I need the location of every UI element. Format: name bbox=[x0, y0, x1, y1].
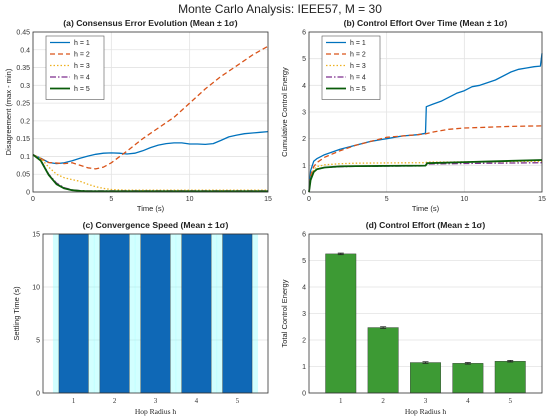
y-tick-label: 2 bbox=[302, 136, 306, 143]
bar-5 bbox=[494, 361, 526, 394]
y-tick-label: 1 bbox=[302, 163, 306, 170]
y-tick-label: 3 bbox=[302, 110, 306, 117]
y-tick-label: 3 bbox=[302, 311, 306, 318]
legend-label: h = 1 bbox=[350, 40, 366, 47]
x-axis-label: Hop Radius h bbox=[135, 407, 177, 416]
bar-1 bbox=[325, 253, 357, 394]
legend-label: h = 5 bbox=[74, 86, 90, 93]
chart-title: (c) Convergence Speed (Mean ± 1σ) bbox=[83, 220, 229, 230]
x-tick-label: 4 bbox=[466, 397, 470, 405]
y-tick-label: 5 bbox=[36, 338, 40, 345]
series-line-2 bbox=[308, 125, 543, 193]
y-tick-label: 0 bbox=[36, 391, 40, 398]
chart-panel-2: (b) Control Effort Over Time (Mean ± 1σ)… bbox=[280, 18, 546, 213]
x-tick-label: 1 bbox=[339, 397, 343, 405]
y-tick-label: 2 bbox=[302, 338, 306, 345]
y-tick-label: 0 bbox=[302, 391, 306, 398]
bar-2 bbox=[367, 327, 399, 394]
series-line-5 bbox=[32, 153, 268, 193]
y-axis-label: Disagreement (max - min) bbox=[4, 68, 13, 155]
y-tick-label: 0 bbox=[302, 190, 306, 197]
series-line-5 bbox=[308, 159, 543, 193]
y-tick-label: 15 bbox=[32, 232, 40, 239]
y-tick-label: 10 bbox=[32, 285, 40, 292]
x-tick-label: 15 bbox=[264, 196, 272, 203]
series-line-3 bbox=[308, 160, 543, 193]
series-line-1 bbox=[308, 53, 543, 193]
bar-3 bbox=[140, 233, 171, 394]
legend-label: h = 1 bbox=[74, 40, 90, 47]
bar-3 bbox=[410, 362, 441, 394]
bar-4 bbox=[181, 233, 212, 394]
y-tick-label: 1 bbox=[302, 364, 306, 371]
x-tick-label: 5 bbox=[109, 196, 113, 203]
y-tick-label: 0.05 bbox=[16, 172, 30, 179]
x-tick-label: 0 bbox=[31, 196, 35, 203]
legend-label: h = 4 bbox=[350, 75, 366, 82]
chart-panel-3: (c) Convergence Speed (Mean ± 1σ)051015S… bbox=[12, 220, 269, 416]
legend-label: h = 3 bbox=[350, 63, 366, 70]
legend-label: h = 3 bbox=[74, 63, 90, 70]
x-tick-label: 5 bbox=[508, 397, 512, 405]
bar-4 bbox=[452, 363, 484, 394]
y-tick-label: 0.3 bbox=[20, 83, 30, 90]
x-tick-label: 5 bbox=[236, 397, 240, 405]
chart-panel-1: (a) Consensus Error Evolution (Mean ± 1σ… bbox=[4, 18, 272, 213]
x-axis-label: Time (s) bbox=[412, 204, 440, 213]
legend-label: h = 2 bbox=[74, 52, 90, 59]
chart-title: (a) Consensus Error Evolution (Mean ± 1σ… bbox=[63, 18, 238, 28]
x-tick-label: 5 bbox=[385, 196, 389, 203]
y-tick-label: 0.15 bbox=[16, 136, 30, 143]
y-axis-label: Settling Time (s) bbox=[12, 286, 21, 341]
y-tick-label: 4 bbox=[302, 83, 306, 90]
figure-title: Monte Carlo Analysis: IEEE57, M = 30 bbox=[178, 2, 382, 16]
y-tick-label: 5 bbox=[302, 56, 306, 63]
legend-label: h = 5 bbox=[350, 86, 366, 93]
x-tick-label: 10 bbox=[186, 196, 194, 203]
x-tick-label: 3 bbox=[424, 397, 428, 405]
x-tick-label: 4 bbox=[195, 397, 199, 405]
legend-label: h = 2 bbox=[350, 52, 366, 59]
x-tick-label: 2 bbox=[113, 397, 117, 405]
y-tick-label: 6 bbox=[302, 30, 306, 37]
legend-label: h = 4 bbox=[74, 75, 90, 82]
y-tick-label: 5 bbox=[302, 258, 306, 265]
y-tick-label: 0.35 bbox=[16, 65, 30, 72]
plot-frame bbox=[308, 31, 543, 193]
x-tick-label: 3 bbox=[154, 397, 158, 405]
x-axis-label: Hop Radius h bbox=[405, 407, 447, 416]
y-tick-label: 0.1 bbox=[20, 154, 30, 161]
plot-frame bbox=[308, 233, 543, 394]
plot-frame bbox=[32, 31, 269, 193]
x-tick-label: 2 bbox=[381, 397, 385, 405]
y-tick-label: 0.45 bbox=[16, 30, 30, 37]
series-line-3 bbox=[32, 154, 268, 191]
chart-title: (b) Control Effort Over Time (Mean ± 1σ) bbox=[344, 18, 508, 28]
plot-frame bbox=[42, 233, 269, 394]
chart-panel-4: (d) Control Effort (Mean ± 1σ) 0 1 2 3 4 5 6 Tot… bbox=[280, 220, 543, 416]
y-axis-label: Total Control Energy bbox=[280, 279, 289, 347]
y-tick-label: 0.25 bbox=[16, 101, 30, 108]
x-tick-label: 15 bbox=[538, 196, 546, 203]
y-tick-label: 0.2 bbox=[20, 118, 30, 125]
bar-1 bbox=[58, 233, 89, 394]
series-line-1 bbox=[32, 130, 269, 165]
series-line-2 bbox=[32, 45, 269, 170]
chart-title: (d) Control Effort (Mean ± 1σ) bbox=[366, 220, 486, 230]
y-tick-label: 0.4 bbox=[20, 47, 30, 54]
y-tick-label: 4 bbox=[302, 285, 306, 292]
y-axis-label: Cumulative Control Energy bbox=[280, 67, 289, 157]
y-tick-label: 0 bbox=[26, 190, 30, 197]
bar-5 bbox=[222, 233, 253, 394]
bar-2 bbox=[99, 233, 130, 394]
series-line-4 bbox=[32, 154, 268, 192]
x-tick-label: 0 bbox=[307, 196, 311, 203]
x-axis-label: Time (s) bbox=[137, 204, 165, 213]
x-tick-label: 1 bbox=[72, 397, 76, 405]
y-tick-label: 6 bbox=[302, 232, 306, 239]
x-tick-label: 10 bbox=[460, 196, 468, 203]
